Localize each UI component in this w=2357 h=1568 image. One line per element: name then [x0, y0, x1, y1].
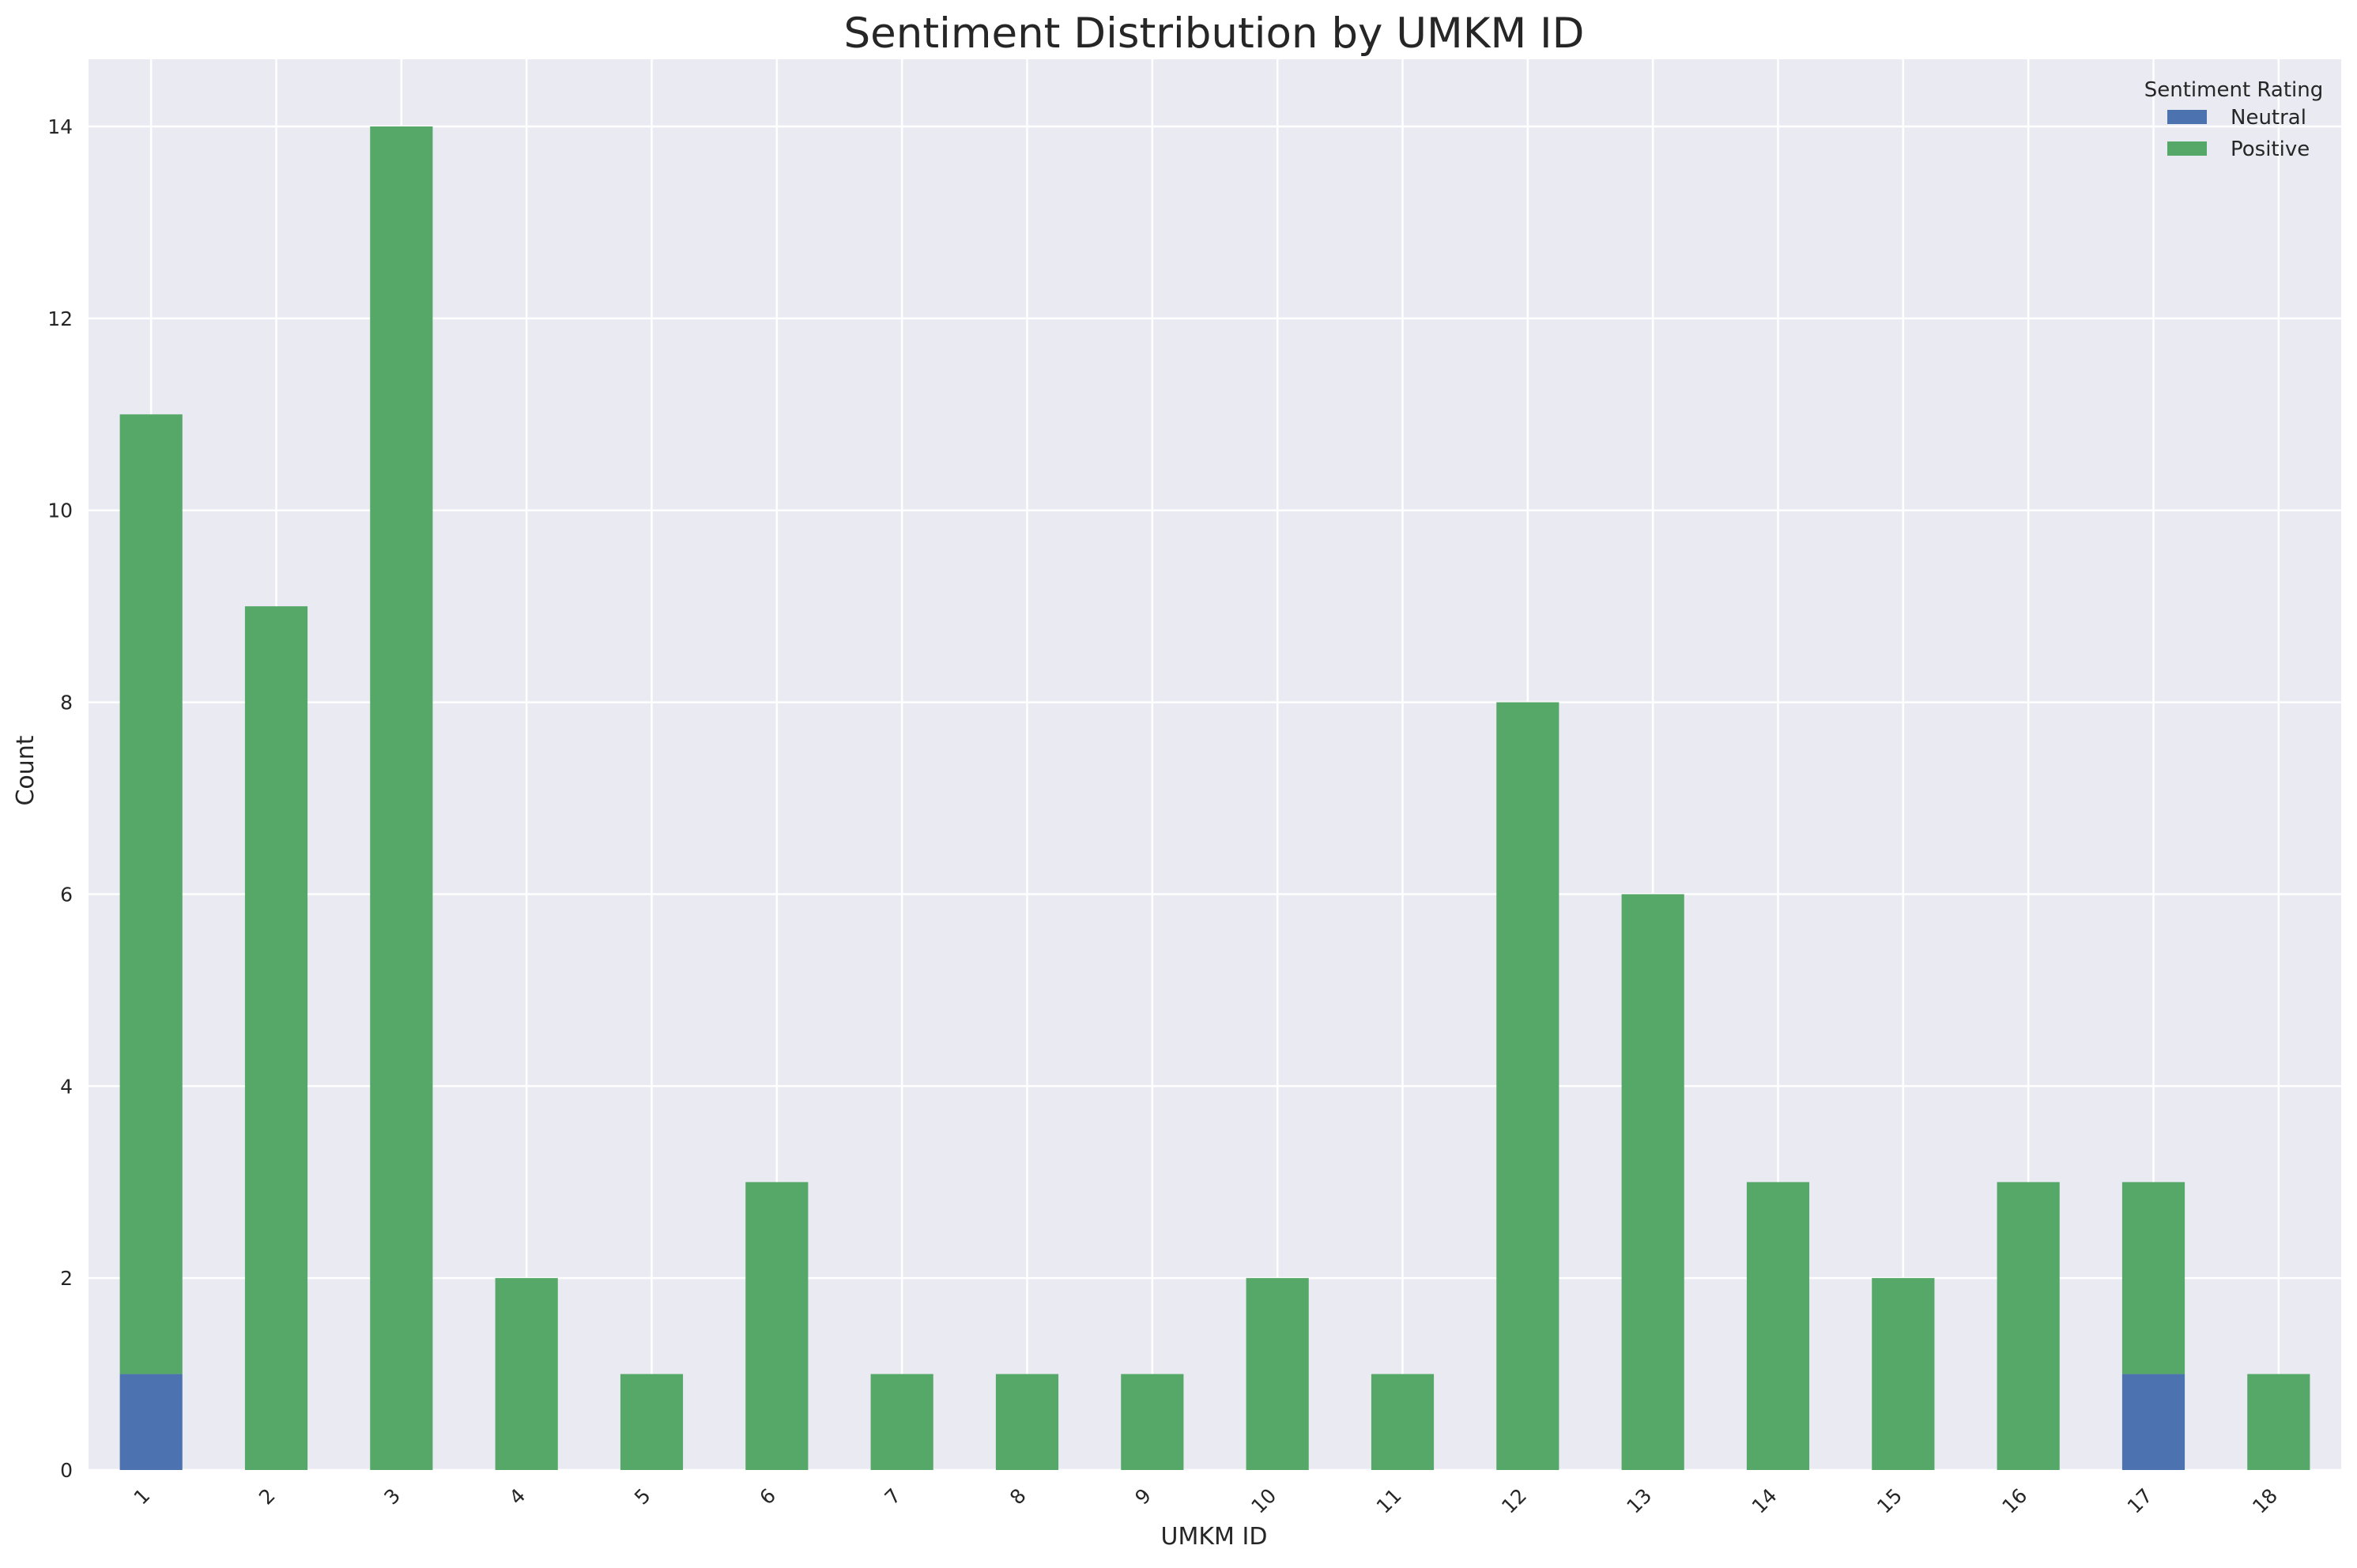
bar-positive-10 — [1246, 1278, 1309, 1470]
bar-positive-7 — [870, 1374, 933, 1470]
bar-positive-18 — [2247, 1374, 2310, 1470]
bar-positive-6 — [745, 1182, 809, 1470]
bar-positive-15 — [1872, 1278, 1935, 1470]
legend-swatch-neutral — [2167, 110, 2207, 124]
bars — [119, 126, 2310, 1471]
bar-positive-8 — [995, 1374, 1059, 1470]
bar-positive-14 — [1746, 1182, 1810, 1470]
bar-positive-11 — [1371, 1374, 1435, 1470]
y-tick-label: 0 — [60, 1459, 73, 1482]
y-tick-label: 2 — [60, 1267, 73, 1290]
y-axis-ticks: 0 2 4 6 8 10 12 14 — [47, 115, 73, 1482]
y-tick-label: 12 — [47, 307, 73, 330]
gridlines — [89, 59, 2341, 1472]
bar-positive-17 — [2121, 1182, 2185, 1374]
legend-swatch-positive — [2167, 141, 2207, 156]
bar-positive-16 — [1997, 1182, 2060, 1470]
x-axis-label: UMKM ID — [1161, 1523, 1268, 1551]
y-axis-label: Count — [12, 735, 40, 805]
bar-positive-4 — [495, 1278, 558, 1470]
plot-area-background — [89, 59, 2341, 1470]
chart-title: Sentiment Distribution by UMKM ID — [844, 9, 1585, 58]
legend-title: Sentiment Rating — [2144, 78, 2323, 102]
legend-entries: Neutral Positive — [2167, 106, 2310, 161]
bar-positive-12 — [1496, 702, 1559, 1470]
legend-label-neutral: Neutral — [2231, 106, 2306, 130]
bar-positive-3 — [370, 126, 433, 1470]
bar-positive-5 — [620, 1374, 684, 1470]
y-tick-label: 4 — [60, 1075, 73, 1098]
y-tick-label: 8 — [60, 692, 73, 714]
y-tick-label: 6 — [60, 883, 73, 906]
y-tick-label: 14 — [47, 115, 73, 138]
bar-positive-13 — [1621, 894, 1684, 1470]
bar-neutral-17 — [2121, 1374, 2185, 1470]
bar-positive-2 — [244, 606, 308, 1471]
legend: Sentiment Rating Neutral Positive — [2144, 78, 2323, 161]
legend-label-positive: Positive — [2231, 138, 2310, 161]
bar-positive-9 — [1121, 1374, 1184, 1470]
bar-positive-1 — [119, 414, 183, 1374]
bar-neutral-1 — [119, 1374, 183, 1470]
y-tick-label: 10 — [47, 499, 73, 522]
